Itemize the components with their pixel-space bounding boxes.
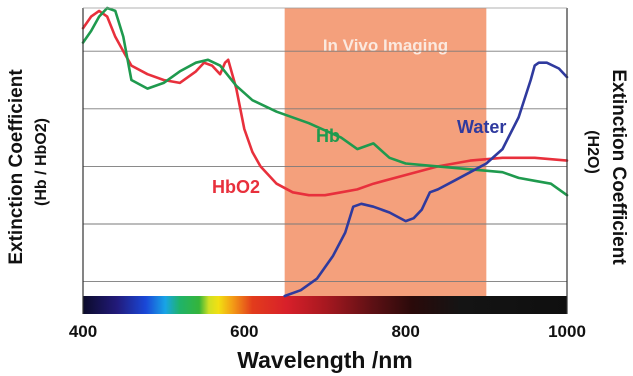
series-label-hbo2: HbO2 — [212, 177, 260, 197]
x-axis-label: Wavelength /nm — [237, 347, 413, 373]
series-line-water — [283, 61, 569, 298]
y-axis-label-right-line2: (H2O) — [584, 130, 601, 174]
series-line-hb — [81, 6, 569, 197]
highlight-region — [284, 8, 487, 296]
x-tick-label: 1000 — [548, 322, 586, 341]
y-axis-label-left-line1: Extinction Coefficient — [6, 69, 27, 265]
y-axis-label-left-line2: (Hb / HbO2) — [33, 118, 50, 206]
series-label-water: Water — [457, 117, 506, 137]
spectrum-bar — [83, 296, 567, 314]
x-tick-label: 400 — [69, 322, 97, 341]
x-tick-label: 600 — [230, 322, 258, 341]
x-tick-label: 800 — [391, 322, 419, 341]
series-label-hb: Hb — [316, 126, 340, 146]
y-axis-label-right-line1: Extinction Coefficient — [608, 69, 629, 265]
highlight-region-label: In Vivo Imaging — [323, 36, 448, 55]
